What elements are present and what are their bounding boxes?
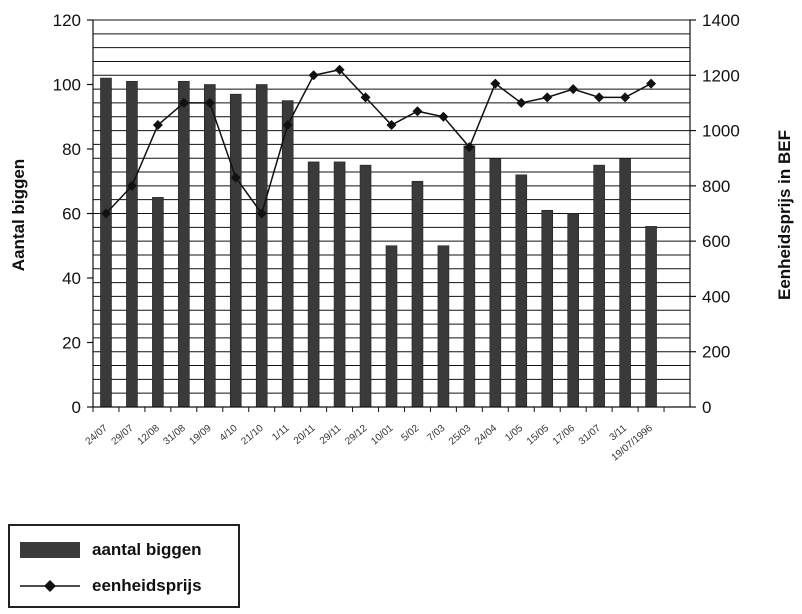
left-tick-label: 40: [62, 269, 81, 288]
x-tick-label: 31/07: [577, 423, 604, 448]
price-point: [178, 97, 189, 108]
bar: [645, 226, 657, 408]
price-point: [308, 70, 319, 81]
right-tick-label: 1200: [702, 66, 740, 85]
legend-label-bars: aantal biggen: [92, 540, 202, 559]
x-tick-label: 29/11: [318, 423, 344, 447]
price-point: [386, 120, 397, 131]
bar: [204, 84, 216, 408]
left-tick-label: 100: [53, 76, 81, 95]
legend: aantal biggen eenheidsprijs: [8, 524, 240, 608]
x-tick-label: 29/07: [110, 423, 137, 448]
price-point: [464, 142, 475, 153]
bar: [333, 161, 346, 408]
legend-label-line: eenheidsprijs: [92, 576, 202, 595]
x-axis-ticks: 24/07 29/07 12/08 31/08 19/09 4/10 21/10 1/11 20…: [84, 407, 665, 463]
price-point: [282, 120, 293, 131]
line-series: [100, 64, 657, 219]
bar: [411, 180, 424, 408]
left-tick-label: 60: [62, 205, 81, 224]
price-point: [334, 64, 345, 75]
price-point: [620, 92, 631, 103]
right-tick-label: 1400: [702, 11, 740, 30]
bar: [126, 80, 138, 408]
bar: [489, 158, 502, 408]
right-axis-ticks: 0 200 400 600 800 1000 1200 1400: [690, 11, 740, 417]
bar: [359, 164, 372, 408]
price-point: [542, 92, 553, 103]
left-axis-ticks: 0 20 40 60 80 100 120: [53, 11, 93, 417]
left-tick-label: 80: [62, 140, 81, 159]
price-point: [568, 84, 579, 95]
bar: [100, 77, 112, 408]
price-line: [105, 68, 652, 216]
x-tick-label: 17/06: [551, 423, 578, 448]
right-tick-label: 0: [702, 398, 711, 417]
legend-line-swatch: [20, 580, 80, 592]
x-tick-label: 7/03: [425, 423, 447, 444]
bar: [178, 80, 190, 408]
price-point: [646, 78, 657, 89]
grid-lines: [93, 19, 690, 394]
bar: [437, 245, 450, 408]
x-tick-label: 1/05: [503, 423, 525, 444]
legend-bar-swatch: [20, 542, 80, 558]
bar: [152, 197, 164, 408]
right-axis-title: Eenheidsprijs in BEF: [775, 130, 794, 300]
price-point: [360, 92, 371, 103]
x-tick-label: 19/09: [187, 423, 214, 448]
bar: [567, 213, 579, 408]
right-tick-label: 1000: [702, 122, 740, 141]
x-tick-label: 24/04: [473, 423, 500, 448]
price-point: [490, 78, 501, 89]
bar: [463, 145, 476, 408]
price-point: [256, 208, 267, 219]
price-point: [438, 111, 449, 122]
right-tick-label: 600: [702, 232, 730, 251]
price-point: [230, 172, 241, 183]
x-tick-label: 1/11: [270, 423, 292, 444]
price-point: [152, 120, 163, 131]
x-tick-label: 12/08: [136, 423, 163, 448]
legend-item-bars: aantal biggen: [20, 532, 202, 568]
price-point: [412, 106, 423, 117]
x-tick-label: 20/11: [292, 423, 318, 447]
left-tick-label: 0: [72, 398, 81, 417]
x-tick-label: 5/02: [399, 423, 421, 444]
bar: [541, 209, 554, 408]
bar: [515, 174, 528, 408]
x-tick-label: 21/10: [239, 423, 266, 448]
bar: [281, 100, 294, 408]
x-tick-label: 31/08: [162, 423, 189, 448]
price-point: [126, 180, 137, 191]
bar-series: [100, 77, 657, 408]
price-point: [594, 92, 605, 103]
price-point: [516, 97, 527, 108]
x-tick-label: 15/05: [525, 423, 552, 448]
bar: [385, 245, 398, 408]
x-tick-label: 25/03: [447, 423, 474, 448]
x-tick-label: 10/01: [369, 423, 396, 448]
bar: [307, 161, 320, 408]
left-tick-label: 120: [53, 11, 81, 30]
price-point: [100, 208, 111, 219]
x-tick-label: 24/07: [84, 423, 111, 448]
x-tick-label: 4/10: [218, 423, 240, 444]
right-tick-label: 200: [702, 343, 730, 362]
bar: [619, 158, 631, 408]
legend-item-line: eenheidsprijs: [20, 568, 202, 604]
left-tick-label: 20: [62, 334, 81, 353]
bar: [229, 93, 242, 408]
right-tick-label: 400: [702, 287, 730, 306]
combo-chart: 0 20 40 60 80 100 120 0 200 400 600 800 1000 1200 140…: [9, 11, 794, 463]
right-tick-label: 800: [702, 177, 730, 196]
bar: [255, 84, 268, 408]
price-point: [204, 97, 215, 108]
left-axis-title: Aantal biggen: [9, 159, 28, 271]
bar: [593, 164, 605, 408]
x-tick-label: 29/12: [343, 423, 370, 448]
